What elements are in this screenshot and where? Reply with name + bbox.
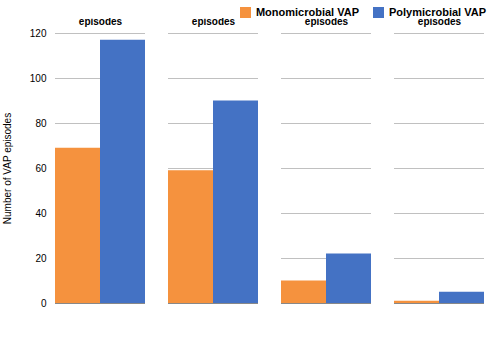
svg-text:First VAPepisodes: First VAPepisodes [191, 18, 236, 27]
svg-text:80: 80 [35, 118, 47, 129]
svg-text:Second VAPepisodes: Second VAPepisodes [297, 18, 356, 27]
svg-text:Third VAPepisodes: Third VAPepisodes [416, 18, 464, 27]
svg-text:20: 20 [35, 253, 47, 264]
html-text:Polymicrobial VAP: Polymicrobial VAP [389, 6, 486, 18]
svg-text:60: 60 [35, 163, 47, 174]
svg-text:40: 40 [35, 208, 47, 219]
svg-text:120: 120 [30, 28, 47, 39]
svg-text:Total VAPepisodes: Total VAPepisodes [78, 18, 124, 27]
svg-text:0: 0 [41, 298, 47, 309]
svg-text:100: 100 [30, 73, 47, 84]
html-text:Monomicrobial VAP: Monomicrobial VAP [255, 6, 359, 18]
svg-text:Number of VAP episodes: Number of VAP episodes [2, 113, 13, 224]
